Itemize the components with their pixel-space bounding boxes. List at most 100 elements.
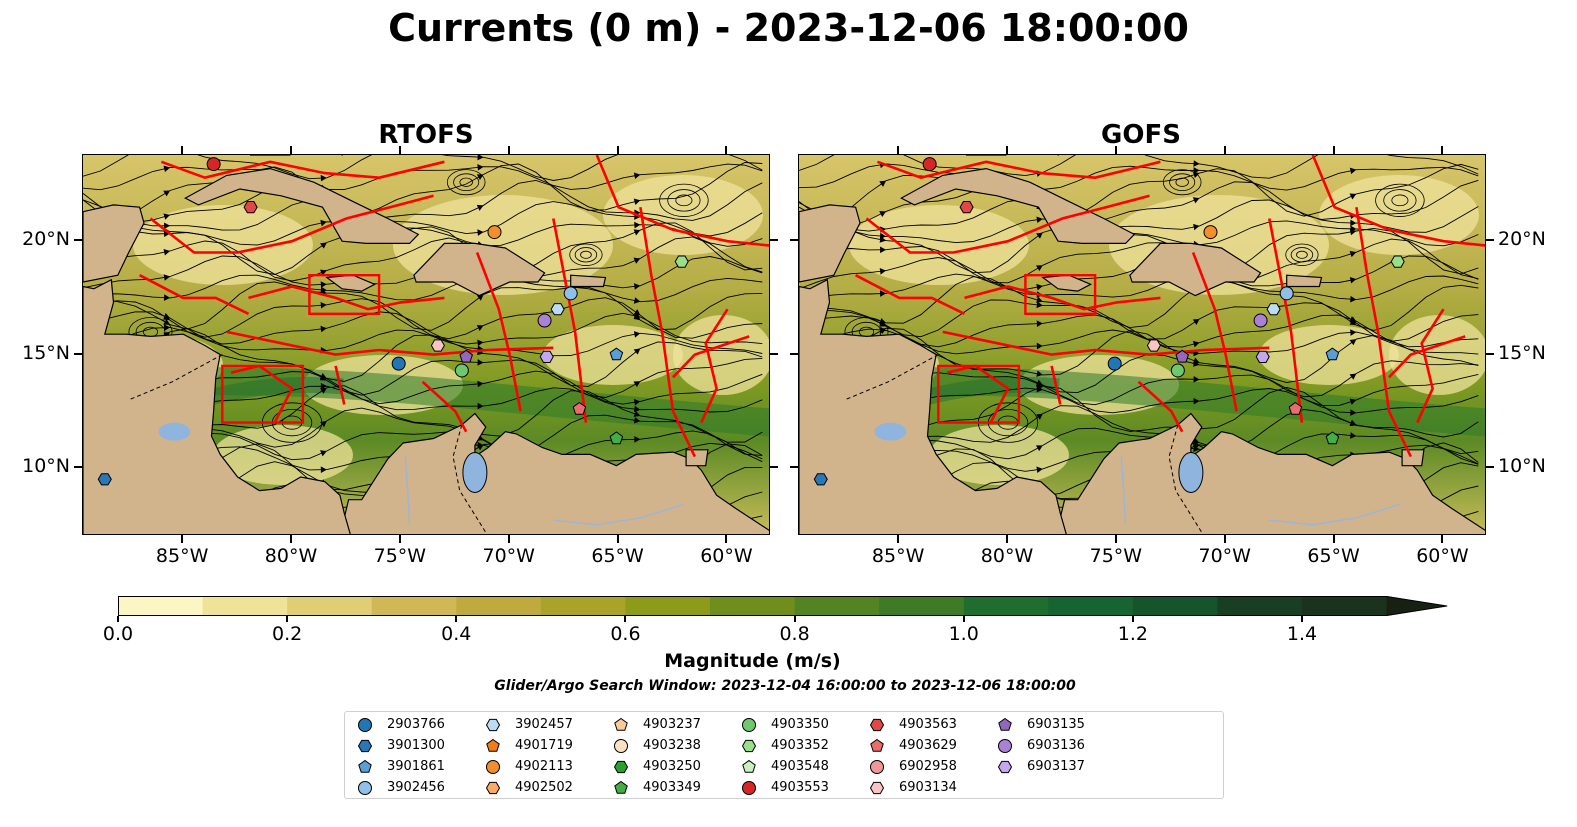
streamline-arrow xyxy=(1349,250,1357,258)
land-layer xyxy=(83,155,769,534)
colorbar-tick-mark xyxy=(962,616,965,622)
colorbar-title: Magnitude (m/s) xyxy=(664,650,841,672)
eddy-contour xyxy=(1375,183,1425,217)
circle-marker-icon xyxy=(742,717,756,732)
lake-nicaragua xyxy=(874,422,907,441)
lake-maracaibo xyxy=(1178,452,1204,493)
eez-line xyxy=(1137,380,1184,433)
float-marker-3901300 xyxy=(97,473,112,486)
lake-nicaragua xyxy=(158,422,191,441)
eddy-contour xyxy=(1169,173,1196,192)
float-marker-6903136 xyxy=(537,313,552,328)
streamline-arrow xyxy=(1192,318,1200,325)
eez-line xyxy=(1050,365,1062,405)
pentagon-marker-icon xyxy=(614,780,628,794)
streamline-arrow xyxy=(163,274,171,281)
streamline-arrow xyxy=(320,269,327,276)
streamline-arrow xyxy=(1350,295,1357,303)
colorbar-tick-mark xyxy=(1301,616,1303,622)
landmass-hispaniola xyxy=(1129,242,1262,297)
colorbar-tick-mark xyxy=(624,616,627,622)
float-marker-4903629 xyxy=(1288,401,1303,415)
streamline xyxy=(83,274,763,303)
float-marker-3901861 xyxy=(609,347,624,361)
float-marker-6903135 xyxy=(1175,349,1189,363)
streamline xyxy=(83,162,763,219)
map-panel-rtofs[interactable] xyxy=(82,154,770,535)
streamline-arrow xyxy=(1036,216,1043,224)
colorbar-tick-mark xyxy=(1131,616,1134,622)
colorbar-tick-label: 0.0 xyxy=(102,623,134,645)
streamline-arrow xyxy=(477,441,484,449)
legend-item: 4903553 xyxy=(739,777,829,798)
legend-item: 4902113 xyxy=(483,756,573,777)
streamline-arrow xyxy=(1349,398,1357,405)
legend-label: 2903766 xyxy=(387,717,445,732)
x-tick-mark-top xyxy=(507,146,510,154)
map-panel-gofs[interactable] xyxy=(798,154,1486,535)
streamline xyxy=(83,179,763,223)
legend-label: 4903553 xyxy=(771,780,829,795)
country-border xyxy=(1168,424,1204,534)
float-marker-3901300 xyxy=(813,473,828,486)
float-marker-3901861 xyxy=(1325,347,1340,361)
streamline-arrow xyxy=(1349,319,1357,326)
streamline-arrow xyxy=(1036,342,1043,350)
eez-line xyxy=(475,252,522,412)
eez-line xyxy=(865,194,1150,254)
country-border xyxy=(844,354,939,401)
streamline-arrow xyxy=(320,387,327,394)
streamline-arrow xyxy=(1036,296,1043,303)
eez-line xyxy=(639,206,696,458)
legend-label: 4903563 xyxy=(899,717,957,732)
x-tick-label: 65°W xyxy=(591,545,644,567)
streamline-arrow xyxy=(879,268,887,275)
hexagon-marker-icon xyxy=(997,760,1013,773)
float-marker-4903553 xyxy=(922,157,937,172)
y-tick-mark xyxy=(770,465,778,468)
eez-line xyxy=(552,218,588,423)
streamline-arrow xyxy=(1350,219,1357,227)
eez-box xyxy=(308,273,381,316)
x-tick-mark-top xyxy=(725,146,728,154)
landmass-southAmerica xyxy=(339,412,769,534)
eez-line xyxy=(1268,218,1304,423)
eddy-contour xyxy=(1296,250,1308,259)
streamline xyxy=(83,163,763,191)
float-markers xyxy=(97,157,689,486)
eez-line xyxy=(672,335,750,379)
y-tick-label: 10°N xyxy=(22,454,70,477)
streamline-arrow xyxy=(164,222,171,230)
y-tick-label: 15°N xyxy=(22,341,70,364)
streamline-arrow xyxy=(1036,283,1043,291)
legend-item: 3901861 xyxy=(355,756,445,777)
river xyxy=(553,503,685,526)
float-marker-6903134 xyxy=(430,339,445,352)
streamline-arrow xyxy=(476,204,484,211)
panel-title-gofs: GOFS xyxy=(1101,120,1181,150)
legend-label: 6903137 xyxy=(1027,759,1085,774)
streamline-arrow xyxy=(1349,193,1357,200)
legend-label: 4903238 xyxy=(643,738,701,753)
float-marker-6903137 xyxy=(539,350,554,363)
streamline-arrow xyxy=(320,373,327,380)
streamline-arrow xyxy=(633,417,641,424)
streamline-arrow xyxy=(163,190,171,197)
streamline-arrow xyxy=(1192,171,1200,179)
colorbar-tick-label: 1.0 xyxy=(948,623,979,645)
circle-marker-icon xyxy=(614,738,628,753)
float-marker-6903137 xyxy=(1255,350,1270,363)
streamline-arrow xyxy=(1350,432,1357,439)
pentagon-marker-icon xyxy=(870,738,884,752)
streamline-arrow xyxy=(1192,357,1200,364)
colorbar-segment xyxy=(794,596,880,616)
float-marker-4902113 xyxy=(1203,225,1218,240)
x-tick-mark-top xyxy=(181,146,184,154)
streamline-arrow xyxy=(320,242,327,249)
hexagon-marker-icon xyxy=(869,718,885,731)
streamline-arrow xyxy=(634,405,641,413)
landmass-yucatan xyxy=(799,204,861,283)
x-tick-mark xyxy=(1114,535,1117,543)
float-marker-6903136 xyxy=(1253,313,1268,328)
streamline xyxy=(799,276,1479,331)
